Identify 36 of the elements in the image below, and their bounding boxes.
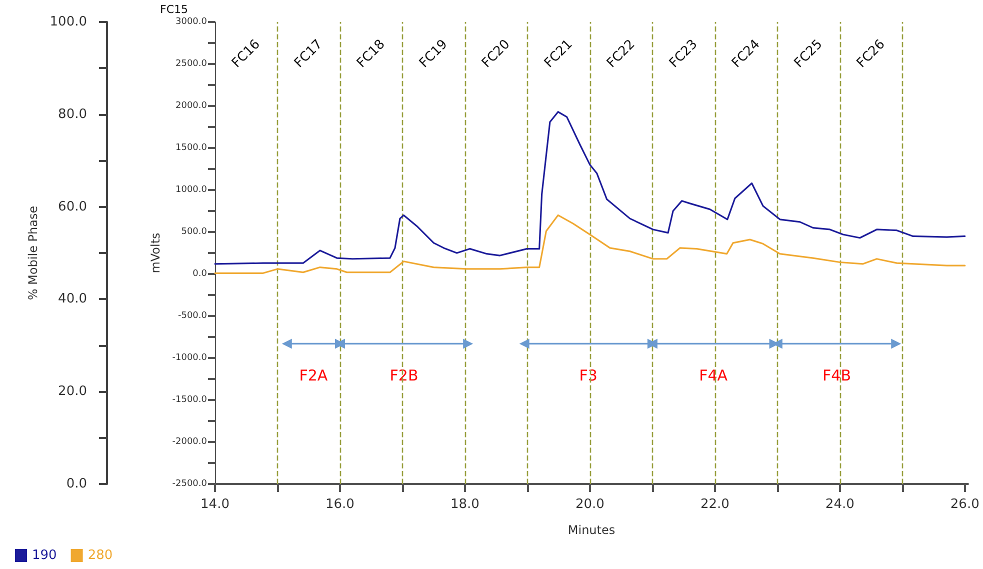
x-tick-label: 20.0: [575, 497, 604, 512]
y2-tick-label: 20.0: [58, 384, 87, 400]
y2-tick-label: 60.0: [58, 199, 87, 214]
y-tick-label: 1500.0: [176, 143, 208, 153]
y2-tick-label: 0.0: [66, 476, 87, 492]
y-tick-label: 2500.0: [176, 59, 208, 69]
x-tick-label: 14.0: [200, 497, 230, 512]
y-tick-label: -1000.0: [172, 353, 208, 363]
annotation: F4A: [699, 366, 728, 385]
y-tick-label: 3000.0: [176, 17, 208, 27]
annotation: F2B: [390, 366, 418, 385]
legend-label: 190: [32, 548, 57, 563]
x-tick-label: 26.0: [950, 497, 980, 512]
y-tick-label: 1000.0: [176, 185, 208, 195]
x-tick-label: 18.0: [450, 497, 480, 512]
y-tick-label: -2000.0: [172, 437, 208, 447]
legend-label: 280: [88, 548, 113, 563]
annotation: F4B: [822, 366, 852, 385]
x-tick-label: 22.0: [700, 497, 730, 512]
text: FC15: [160, 3, 188, 16]
x-tick-label: 24.0: [825, 497, 854, 512]
y2-tick-label: 80.0: [58, 106, 87, 122]
y2-tick-label: 100.0: [50, 14, 87, 30]
y-tick-label: 2000.0: [176, 101, 208, 111]
y-tick-label: 500.0: [181, 227, 208, 237]
y2-axis-title: % Mobile Phase: [26, 206, 40, 300]
y-tick-label: -500.0: [178, 311, 208, 321]
annotation: F3: [579, 366, 598, 385]
y2-tick-label: 40.0: [58, 292, 87, 307]
x-axis-title: Minutes: [568, 523, 616, 537]
y-tick-label: -2500.0: [172, 479, 208, 489]
y-tick-label: 0.0: [192, 269, 208, 279]
x-tick-label: 16.0: [326, 497, 354, 512]
annotation: F2A: [299, 366, 328, 385]
y-tick-label: -1500.0: [172, 395, 208, 405]
y-axis-title: mVolts: [148, 232, 162, 274]
